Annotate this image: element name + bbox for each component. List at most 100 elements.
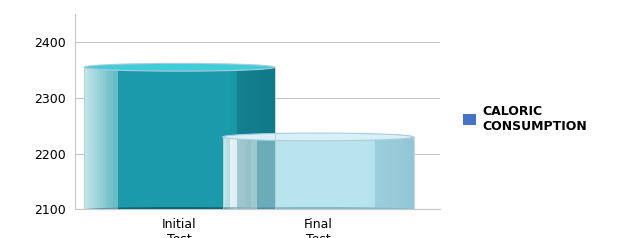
- Bar: [411, 137, 414, 209]
- Bar: [264, 137, 268, 209]
- Bar: [217, 67, 221, 209]
- Bar: [229, 137, 232, 209]
- Bar: [299, 137, 302, 209]
- Bar: [183, 67, 186, 209]
- Bar: [226, 137, 229, 209]
- Bar: [315, 137, 318, 209]
- Bar: [160, 67, 163, 209]
- Legend: CALORIC
CONSUMPTION: CALORIC CONSUMPTION: [458, 100, 592, 138]
- Bar: [232, 137, 236, 209]
- Bar: [379, 137, 382, 209]
- Bar: [208, 67, 211, 209]
- Bar: [337, 137, 340, 209]
- Bar: [290, 137, 293, 209]
- Bar: [148, 67, 151, 209]
- Bar: [385, 137, 388, 209]
- Bar: [157, 67, 160, 209]
- Bar: [259, 67, 262, 209]
- Bar: [280, 137, 283, 209]
- Bar: [286, 137, 290, 209]
- Bar: [176, 67, 180, 209]
- Bar: [398, 137, 401, 209]
- Bar: [151, 67, 154, 209]
- Bar: [135, 67, 138, 209]
- Bar: [318, 137, 322, 209]
- Bar: [109, 67, 112, 209]
- Bar: [382, 137, 385, 209]
- Bar: [248, 137, 251, 209]
- Bar: [141, 67, 144, 209]
- Bar: [126, 67, 129, 209]
- Bar: [84, 67, 118, 209]
- Bar: [221, 67, 224, 209]
- Bar: [97, 67, 100, 209]
- Bar: [305, 137, 308, 209]
- Bar: [239, 137, 242, 209]
- Bar: [268, 137, 271, 209]
- Bar: [252, 67, 256, 209]
- Bar: [245, 137, 248, 209]
- Bar: [166, 67, 170, 209]
- Bar: [293, 137, 296, 209]
- Bar: [283, 137, 286, 209]
- Bar: [189, 67, 192, 209]
- Bar: [376, 137, 414, 209]
- Bar: [202, 67, 205, 209]
- Bar: [272, 67, 275, 209]
- Bar: [257, 137, 261, 209]
- Bar: [144, 67, 148, 209]
- Bar: [394, 137, 398, 209]
- Bar: [407, 137, 411, 209]
- Bar: [353, 137, 356, 209]
- Bar: [112, 67, 116, 209]
- Bar: [87, 67, 90, 209]
- Bar: [240, 67, 243, 209]
- Bar: [404, 137, 407, 209]
- Bar: [328, 137, 331, 209]
- Bar: [186, 67, 189, 209]
- Ellipse shape: [223, 207, 414, 212]
- Bar: [163, 67, 166, 209]
- Bar: [192, 67, 195, 209]
- Bar: [94, 67, 97, 209]
- Bar: [234, 67, 237, 209]
- Bar: [246, 67, 249, 209]
- Bar: [173, 67, 176, 209]
- Bar: [325, 137, 328, 209]
- Bar: [84, 67, 275, 209]
- Bar: [227, 67, 230, 209]
- Bar: [132, 67, 135, 209]
- Bar: [211, 67, 214, 209]
- Bar: [106, 67, 109, 209]
- Bar: [116, 67, 119, 209]
- Bar: [230, 67, 234, 209]
- Bar: [265, 67, 268, 209]
- Bar: [261, 137, 264, 209]
- Bar: [170, 67, 173, 209]
- Bar: [103, 67, 106, 209]
- Bar: [401, 137, 404, 209]
- Bar: [331, 137, 334, 209]
- Bar: [223, 137, 414, 209]
- Bar: [223, 137, 226, 209]
- Bar: [251, 137, 254, 209]
- Bar: [180, 67, 183, 209]
- Bar: [195, 67, 198, 209]
- Bar: [363, 137, 366, 209]
- Bar: [376, 137, 379, 209]
- Bar: [90, 67, 94, 209]
- Bar: [302, 137, 305, 209]
- Bar: [224, 67, 227, 209]
- Bar: [236, 137, 239, 209]
- Bar: [249, 67, 252, 209]
- Bar: [274, 137, 277, 209]
- Bar: [268, 67, 272, 209]
- Bar: [369, 137, 372, 209]
- Bar: [296, 137, 299, 209]
- Bar: [344, 137, 347, 209]
- Ellipse shape: [84, 207, 275, 212]
- Bar: [308, 137, 312, 209]
- Bar: [237, 67, 275, 209]
- Bar: [237, 67, 240, 209]
- Bar: [254, 137, 257, 209]
